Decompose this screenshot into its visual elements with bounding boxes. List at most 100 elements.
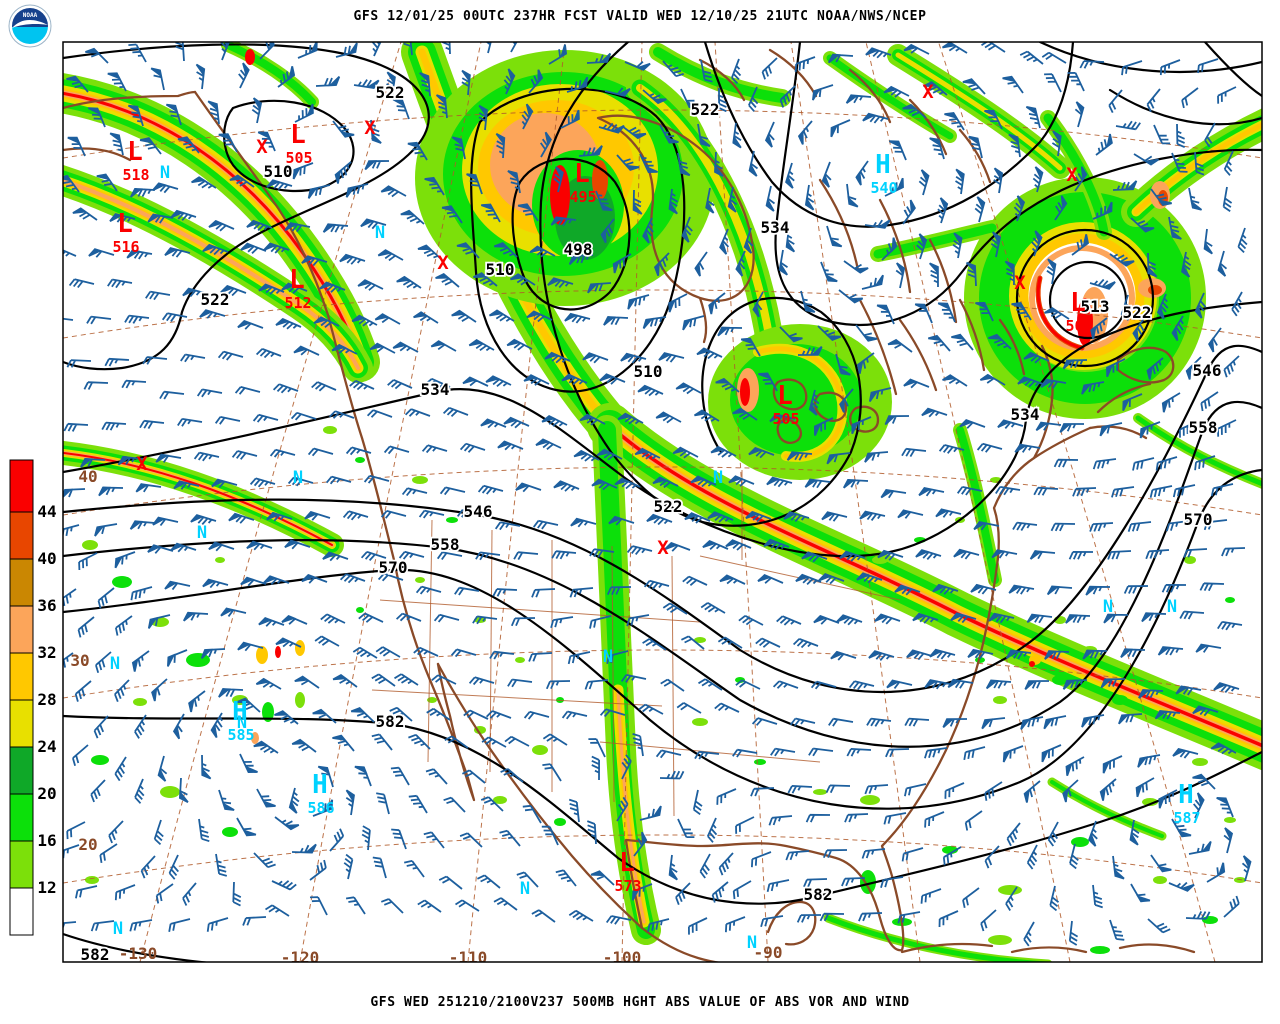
wind-barb — [570, 517, 597, 528]
vort-min-marker: N — [293, 468, 303, 488]
wind-barb — [642, 316, 667, 329]
wind-barb — [366, 409, 393, 418]
wind-barb — [1185, 910, 1211, 920]
low-center-marker: L — [289, 265, 305, 295]
height-contour-label: 522 — [376, 83, 405, 102]
wind-barb — [632, 733, 644, 757]
wind-barb — [454, 586, 480, 596]
colorbar-label: 28 — [37, 690, 56, 709]
wind-barb — [183, 611, 209, 622]
wind-barb — [1188, 187, 1203, 211]
wind-barb — [937, 302, 956, 323]
wind-barb — [1082, 649, 1108, 660]
wind-barb — [1069, 843, 1079, 870]
wind-barb — [72, 744, 89, 767]
wind-barb — [404, 860, 425, 878]
wind-barb — [188, 690, 206, 713]
wind-barb — [1217, 86, 1237, 104]
wind-barb — [785, 162, 795, 189]
wind-barb — [1020, 716, 1044, 730]
vort-min-marker: N — [160, 163, 170, 183]
wind-barb — [715, 377, 740, 393]
wind-barb — [506, 338, 533, 351]
wind-barb — [813, 417, 834, 436]
vort-min-marker: N — [713, 468, 723, 488]
wind-barb — [345, 789, 355, 816]
wind-barb — [785, 226, 796, 253]
wind-barb — [374, 313, 401, 325]
wind-barb — [63, 317, 74, 321]
wind-barb — [390, 766, 410, 786]
wind-barb — [672, 446, 699, 459]
wind-barb — [1203, 519, 1228, 531]
wind-barb — [728, 475, 755, 487]
wind-barb — [265, 904, 290, 917]
wind-barb — [658, 352, 685, 363]
wind-barb — [167, 649, 188, 667]
wind-barb — [705, 187, 715, 214]
wind-barb — [877, 549, 904, 561]
wind-barb — [202, 578, 229, 589]
wind-barb — [436, 551, 463, 561]
wind-barb — [114, 884, 136, 901]
wind-barb — [903, 43, 930, 55]
wind-barb — [751, 717, 778, 726]
wind-barb — [370, 119, 382, 144]
wind-barb — [901, 847, 924, 862]
wind-barb — [147, 544, 174, 554]
wind-barb — [127, 104, 144, 127]
wind-barb — [836, 614, 863, 626]
wind-barb — [510, 273, 536, 286]
wind-barb — [1195, 643, 1222, 653]
pressure-marker-layer: L505L518L516L512L495L505L505L573H540H585… — [110, 81, 1201, 953]
wind-barb — [848, 680, 875, 691]
wind-barb — [985, 679, 1012, 690]
wind-barb — [220, 42, 230, 61]
wind-barb — [591, 755, 600, 781]
wind-barb — [599, 708, 626, 718]
wind-barb — [710, 445, 737, 458]
wind-barb — [694, 251, 708, 277]
wind-barb — [1014, 443, 1041, 453]
wind-barb — [510, 617, 536, 627]
wind-barb — [1023, 921, 1035, 947]
wind-barb — [1159, 59, 1181, 76]
wind-barb — [312, 708, 337, 724]
height-contour-label: 510 — [486, 260, 515, 279]
wind-barb — [275, 317, 302, 330]
wind-barb — [988, 612, 1015, 624]
low-center-value: 573 — [614, 877, 641, 895]
wind-barb — [236, 697, 261, 713]
wind-barb — [974, 196, 986, 223]
wind-barb — [293, 345, 320, 356]
wind-barb — [104, 357, 130, 367]
vort-max-marker: X — [1014, 272, 1026, 294]
wind-barb — [334, 161, 352, 184]
wind-barb — [210, 712, 223, 739]
wind-barb — [363, 474, 390, 484]
wind-barb — [284, 222, 311, 233]
wind-barb — [319, 281, 346, 293]
wind-barb — [838, 289, 864, 304]
wind-barb — [531, 588, 556, 598]
wind-barb — [492, 588, 518, 597]
wind-barb — [789, 717, 816, 727]
wind-barb — [182, 287, 209, 298]
wind-barb — [690, 475, 717, 488]
wind-barb — [360, 218, 387, 230]
wind-barb — [921, 407, 948, 418]
wind-barb — [904, 717, 930, 727]
wind-barb — [967, 648, 994, 660]
wind-barb — [851, 416, 872, 435]
wind-barb — [765, 185, 776, 212]
wind-barb — [80, 458, 106, 468]
wind-barb — [1157, 646, 1184, 656]
wind-barb — [680, 88, 699, 108]
wind-barb — [63, 174, 80, 193]
low-center-marker: L — [574, 159, 590, 189]
colorbar-segment — [9, 459, 34, 513]
wind-barb — [1071, 234, 1089, 256]
wind-barb — [732, 880, 752, 900]
wind-barb — [1065, 614, 1091, 624]
wind-barb — [660, 678, 685, 692]
